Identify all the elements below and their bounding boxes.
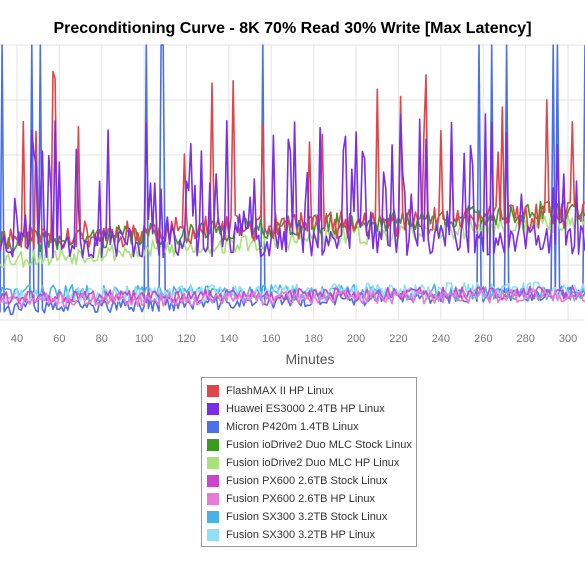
legend-label: FlashMAX II HP Linux xyxy=(226,385,334,397)
legend-label: Fusion SX300 3.2TB Stock Linux xyxy=(226,511,388,523)
x-tick-label: 100 xyxy=(135,333,153,345)
legend-swatch xyxy=(207,403,219,415)
chart-title: Preconditioning Curve - 8K 70% Read 30% … xyxy=(53,20,532,37)
series-line xyxy=(0,288,585,309)
plot-area: 40 60 80 100 120 140 160 180 200 220 240 260 280 300 xyxy=(0,44,585,345)
legend-label: Fusion SX300 3.2TB HP Linux xyxy=(226,529,375,541)
legend-label: Fusion ioDrive2 Duo MLC Stock Linux xyxy=(226,439,412,451)
x-tick-label: 180 xyxy=(305,333,323,345)
x-tick-label: 260 xyxy=(474,333,492,345)
x-tick-label: 160 xyxy=(262,333,280,345)
legend-label: Huawei ES3000 2.4TB HP Linux xyxy=(226,403,385,415)
legend-item[interactable]: Fusion PX600 2.6TB HP Linux xyxy=(207,490,416,508)
series-lines xyxy=(0,44,585,316)
x-tick-labels: 40 60 80 100 120 140 160 180 200 220 240 260 280 300 xyxy=(11,333,577,345)
legend-item[interactable]: FlashMAX II HP Linux xyxy=(207,382,416,400)
legend-swatch xyxy=(207,475,219,487)
x-tick-label: 300 xyxy=(559,333,577,345)
series-line xyxy=(0,113,585,259)
x-tick-label: 240 xyxy=(432,333,450,345)
legend-item[interactable]: Fusion PX600 2.6TB Stock Linux xyxy=(207,472,416,490)
x-tick-label: 120 xyxy=(177,333,195,345)
legend-label: Micron P420m 1.4TB Linux xyxy=(226,421,359,433)
legend-swatch xyxy=(207,457,219,469)
legend-item[interactable]: Fusion ioDrive2 Duo MLC HP Linux xyxy=(207,454,416,472)
x-tick-label: 80 xyxy=(96,333,108,345)
x-tick-label: 220 xyxy=(389,333,407,345)
legend-item[interactable]: Micron P420m 1.4TB Linux xyxy=(207,418,416,436)
legend-swatch xyxy=(207,529,219,541)
legend-swatch xyxy=(207,421,219,433)
legend-item[interactable]: Fusion SX300 3.2TB HP Linux xyxy=(207,526,416,544)
x-tick-label: 60 xyxy=(53,333,65,345)
legend-item[interactable]: Huawei ES3000 2.4TB HP Linux xyxy=(207,400,416,418)
x-axis-label: Minutes xyxy=(285,351,335,367)
legend-item[interactable]: Fusion SX300 3.2TB Stock Linux xyxy=(207,508,416,526)
legend-label: Fusion PX600 2.6TB HP Linux xyxy=(226,493,375,505)
legend-swatch xyxy=(207,511,219,523)
legend-swatch xyxy=(207,385,219,397)
legend-label: Fusion PX600 2.6TB Stock Linux xyxy=(226,475,388,487)
legend-item[interactable]: Fusion ioDrive2 Duo MLC Stock Linux xyxy=(207,436,416,454)
x-tick-label: 140 xyxy=(220,333,238,345)
legend-swatch xyxy=(207,493,219,505)
x-tick-label: 200 xyxy=(347,333,365,345)
legend: FlashMAX II HP Linux Huawei ES3000 2.4TB … xyxy=(201,377,417,547)
legend-swatch xyxy=(207,439,219,451)
legend-label: Fusion ioDrive2 Duo MLC HP Linux xyxy=(226,457,400,469)
x-tick-label: 40 xyxy=(11,333,23,345)
x-tick-label: 280 xyxy=(516,333,534,345)
